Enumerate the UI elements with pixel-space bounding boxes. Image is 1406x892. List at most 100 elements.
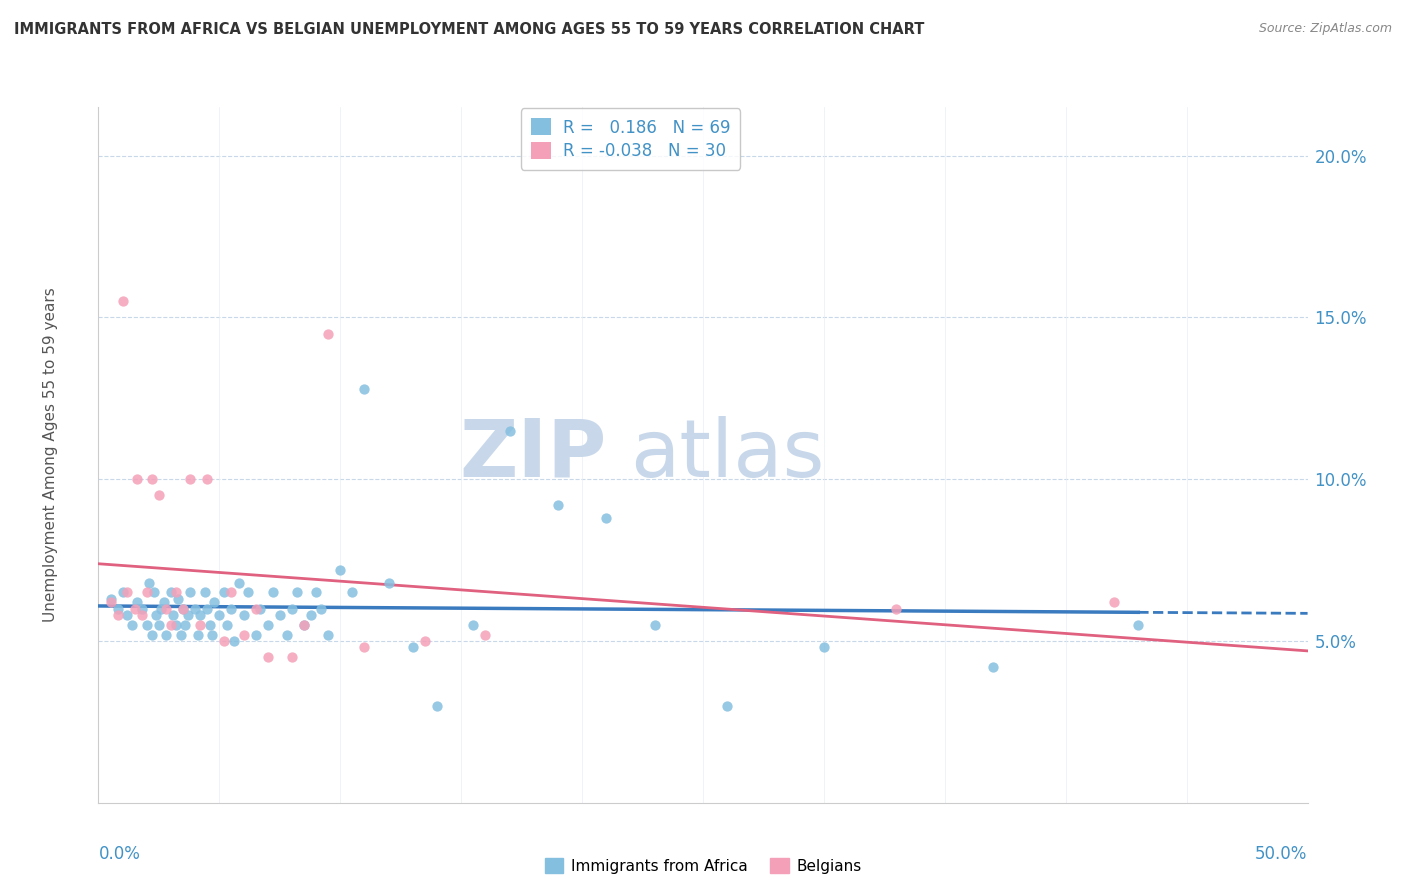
Point	[201, 627, 224, 641]
Point	[1102, 595, 1125, 609]
Point	[177, 608, 200, 623]
Point	[179, 585, 201, 599]
Point	[100, 595, 122, 609]
Point	[204, 595, 226, 609]
Point	[179, 472, 201, 486]
Point	[474, 627, 496, 641]
Point	[222, 634, 245, 648]
Point	[212, 634, 235, 648]
Point	[169, 627, 191, 641]
Point	[150, 601, 173, 615]
Point	[269, 608, 291, 623]
Point	[184, 601, 207, 615]
Point	[172, 601, 194, 615]
Point	[292, 617, 315, 632]
Point	[342, 585, 364, 599]
Point	[402, 640, 425, 655]
Text: ZIP: ZIP	[458, 416, 606, 494]
Point	[208, 608, 231, 623]
Point	[124, 601, 146, 615]
Point	[165, 617, 187, 632]
Point	[107, 601, 129, 615]
Point	[238, 585, 260, 599]
Point	[160, 617, 183, 632]
Point	[187, 627, 209, 641]
Point	[111, 294, 134, 309]
Point	[886, 601, 908, 615]
Point	[309, 601, 332, 615]
Point	[131, 601, 153, 615]
Point	[276, 627, 298, 641]
Point	[221, 601, 243, 615]
Point	[245, 627, 267, 641]
Point	[232, 627, 254, 641]
Legend: Immigrants from Africa, Belgians: Immigrants from Africa, Belgians	[538, 852, 868, 880]
Point	[131, 608, 153, 623]
Point	[292, 617, 315, 632]
Point	[249, 601, 271, 615]
Point	[813, 640, 835, 655]
Point	[172, 601, 194, 615]
Point	[329, 563, 352, 577]
Point	[188, 617, 211, 632]
Point	[145, 608, 167, 623]
Point	[413, 634, 436, 648]
Text: atlas: atlas	[630, 416, 825, 494]
Point	[117, 585, 139, 599]
Point	[127, 595, 149, 609]
Point	[165, 585, 187, 599]
Point	[498, 424, 520, 438]
Point	[155, 601, 177, 615]
Point	[981, 660, 1004, 674]
Point	[155, 627, 177, 641]
Point	[299, 608, 322, 623]
Point	[195, 472, 218, 486]
Point	[127, 472, 149, 486]
Point	[353, 640, 375, 655]
Point	[232, 608, 254, 623]
Point	[188, 608, 211, 623]
Point	[644, 617, 666, 632]
Text: IMMIGRANTS FROM AFRICA VS BELGIAN UNEMPLOYMENT AMONG AGES 55 TO 59 YEARS CORRELA: IMMIGRANTS FROM AFRICA VS BELGIAN UNEMPL…	[14, 22, 924, 37]
Point	[316, 326, 339, 341]
Text: Unemployment Among Ages 55 to 59 years: Unemployment Among Ages 55 to 59 years	[42, 287, 58, 623]
Point	[212, 585, 235, 599]
Point	[353, 382, 375, 396]
Point	[143, 585, 166, 599]
Text: 0.0%: 0.0%	[98, 845, 141, 863]
Point	[256, 650, 278, 665]
Point	[148, 617, 170, 632]
Point	[285, 585, 308, 599]
Point	[256, 617, 278, 632]
Point	[305, 585, 328, 599]
Point	[194, 585, 217, 599]
Point	[547, 498, 569, 512]
Text: Source: ZipAtlas.com: Source: ZipAtlas.com	[1258, 22, 1392, 36]
Point	[281, 650, 304, 665]
Point	[107, 608, 129, 623]
Point	[111, 585, 134, 599]
Point	[141, 472, 163, 486]
Point	[595, 511, 617, 525]
Point	[716, 698, 738, 713]
Point	[121, 617, 143, 632]
Point	[100, 591, 122, 606]
Point	[221, 585, 243, 599]
Point	[195, 601, 218, 615]
Point	[316, 627, 339, 641]
Point	[152, 595, 174, 609]
Point	[262, 585, 284, 599]
Point	[162, 608, 184, 623]
Point	[141, 627, 163, 641]
Point	[1128, 617, 1150, 632]
Point	[138, 575, 160, 590]
Legend: R =   0.186   N = 69, R = -0.038   N = 30: R = 0.186 N = 69, R = -0.038 N = 30	[520, 109, 740, 169]
Point	[167, 591, 190, 606]
Point	[245, 601, 267, 615]
Point	[135, 617, 157, 632]
Point	[426, 698, 449, 713]
Point	[281, 601, 304, 615]
Point	[174, 617, 197, 632]
Point	[215, 617, 238, 632]
Point	[117, 608, 139, 623]
